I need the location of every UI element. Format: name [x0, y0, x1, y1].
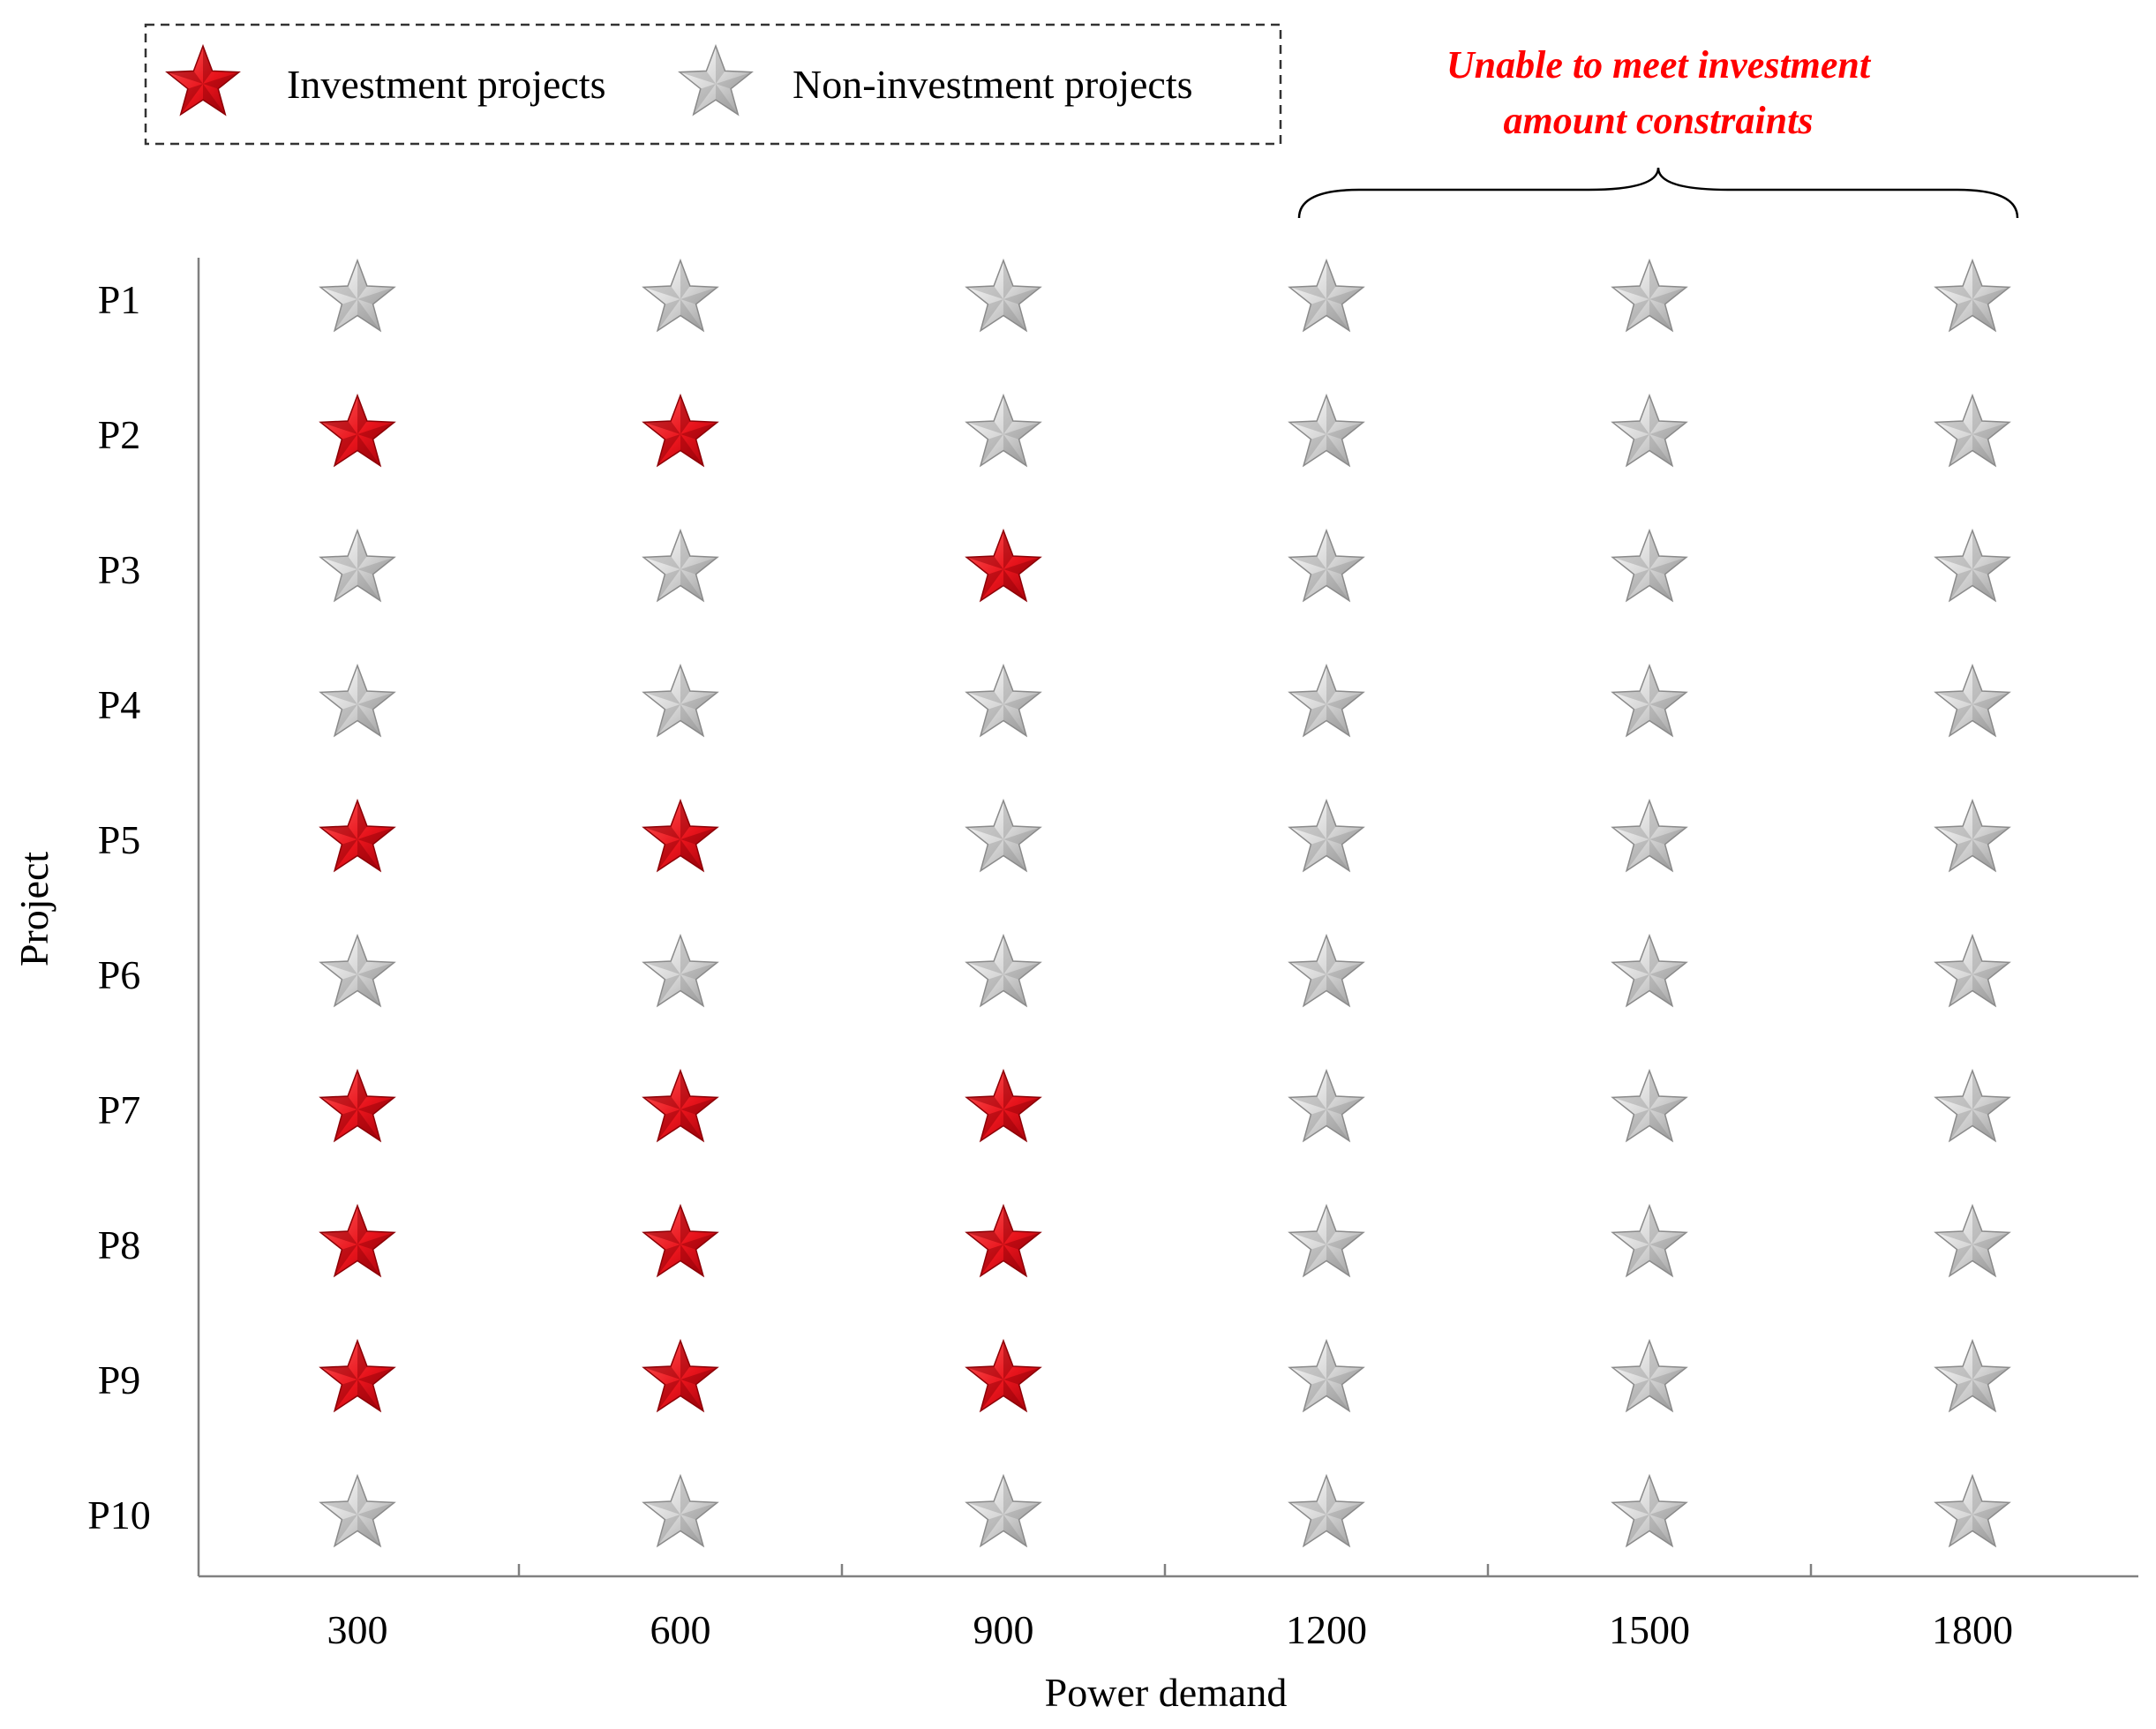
- non-investment-star-p1-1200: [1288, 258, 1365, 333]
- non-investment-star-p6-1500: [1611, 933, 1688, 1008]
- x-tick-label-600: 600: [650, 1607, 711, 1652]
- y-axis-tick-labels: P1 P2 P3 P4 P5 P6 P7 P8 P9 P10: [87, 277, 151, 1537]
- x-axis-ticks: [517, 1564, 1813, 1576]
- non-investment-star-p1-1500: [1611, 258, 1688, 333]
- non-investment-star-p9-1800: [1934, 1338, 2011, 1413]
- non-investment-star-p5-1500: [1611, 798, 1688, 873]
- non-investment-star-p8-1500: [1611, 1203, 1688, 1278]
- non-investment-star-p1-600: [642, 258, 719, 333]
- y-tick-label-p6: P6: [98, 952, 141, 997]
- non-investment-star-p10-900: [965, 1473, 1042, 1548]
- legend-border: [144, 23, 1282, 146]
- x-tick-label-300: 300: [327, 1607, 388, 1652]
- non-investment-star-p3-300: [319, 528, 396, 603]
- non-investment-star-p9-1200: [1288, 1338, 1365, 1413]
- non-investment-star-p5-1200: [1288, 798, 1365, 873]
- non-investment-star-p9-1500: [1611, 1338, 1688, 1413]
- investment-star-p5-300: [319, 798, 396, 873]
- investment-star-p7-600: [642, 1068, 719, 1143]
- legend: Investment projects Non-investment proje…: [144, 23, 1282, 146]
- x-tick-label-900: 900: [973, 1607, 1034, 1652]
- investment-star-p8-600: [642, 1203, 719, 1278]
- investment-star-p7-900: [965, 1068, 1042, 1143]
- non-investment-star-p10-1200: [1288, 1473, 1365, 1548]
- non-investment-star-p3-1200: [1288, 528, 1365, 603]
- investment-star-p3-900: [965, 528, 1042, 603]
- annotation-line-2: amount constraints: [1504, 99, 1814, 142]
- star-markers: [319, 258, 2011, 1548]
- y-tick-label-p2: P2: [98, 412, 141, 457]
- non-investment-star-p2-1200: [1288, 393, 1365, 468]
- non-investment-star-p4-1500: [1611, 663, 1688, 738]
- non-investment-star-p7-1800: [1934, 1068, 2011, 1143]
- y-tick-label-p1: P1: [98, 277, 141, 322]
- non-investment-star-p2-900: [965, 393, 1042, 468]
- non-investment-star-p10-1800: [1934, 1473, 2011, 1548]
- investment-star-p7-300: [319, 1068, 396, 1143]
- legend-non-investment-star: [678, 43, 754, 117]
- non-investment-star-p4-1200: [1288, 663, 1365, 738]
- investment-star-p9-900: [965, 1338, 1042, 1413]
- legend-investment-star: [165, 43, 241, 117]
- non-investment-star-p10-600: [642, 1473, 719, 1548]
- axes: 300 600 900 1200 1500 1800 P1 P2 P3 P4 P5 P6 P7 P8 P9…: [11, 258, 2138, 1715]
- non-investment-star-p2-1800: [1934, 393, 2011, 468]
- x-tick-label-1500: 1500: [1609, 1607, 1690, 1652]
- y-tick-label-p5: P5: [98, 817, 141, 862]
- non-investment-star-p2-1500: [1611, 393, 1688, 468]
- annotation-line-1: Unable to meet investment: [1446, 43, 1872, 86]
- legend-investment-star-icon: [165, 43, 241, 117]
- y-tick-label-p10: P10: [87, 1492, 151, 1537]
- non-investment-star-p8-1200: [1288, 1203, 1365, 1278]
- legend-non-investment-label: Non-investment projects: [793, 62, 1193, 107]
- non-investment-star-p1-300: [319, 258, 396, 333]
- x-axis-tick-labels: 300 600 900 1200 1500 1800: [327, 1607, 2014, 1652]
- non-investment-star-p3-600: [642, 528, 719, 603]
- non-investment-star-p4-1800: [1934, 663, 2011, 738]
- annotation: Unable to meet investment amount constra…: [1297, 43, 2019, 219]
- investment-star-p9-300: [319, 1338, 396, 1413]
- y-tick-label-p8: P8: [98, 1222, 141, 1267]
- non-investment-star-p6-1200: [1288, 933, 1365, 1008]
- non-investment-star-p6-300: [319, 933, 396, 1008]
- annotation-brace: [1297, 167, 2019, 219]
- y-tick-label-p7: P7: [98, 1087, 141, 1132]
- non-investment-star-p3-1800: [1934, 528, 2011, 603]
- non-investment-star-p6-900: [965, 933, 1042, 1008]
- investment-star-p8-900: [965, 1203, 1042, 1278]
- x-tick-label-1800: 1800: [1932, 1607, 2013, 1652]
- investment-star-p9-600: [642, 1338, 719, 1413]
- non-investment-star-p6-600: [642, 933, 719, 1008]
- non-investment-star-p4-900: [965, 663, 1042, 738]
- non-investment-star-p7-1500: [1611, 1068, 1688, 1143]
- x-axis-label: Power demand: [1045, 1670, 1288, 1715]
- y-tick-label-p3: P3: [98, 547, 141, 592]
- y-tick-label-p9: P9: [98, 1357, 141, 1402]
- non-investment-star-p3-1500: [1611, 528, 1688, 603]
- legend-non-investment-star-icon: [678, 43, 754, 117]
- non-investment-star-p1-1800: [1934, 258, 2011, 333]
- non-investment-star-p6-1800: [1934, 933, 2011, 1008]
- non-investment-star-p5-1800: [1934, 798, 2011, 873]
- non-investment-star-p4-600: [642, 663, 719, 738]
- x-tick-label-1200: 1200: [1286, 1607, 1367, 1652]
- non-investment-star-p7-1200: [1288, 1068, 1365, 1143]
- investment-star-p5-600: [642, 798, 719, 873]
- non-investment-star-p1-900: [965, 258, 1042, 333]
- legend-investment-label: Investment projects: [287, 62, 606, 107]
- non-investment-star-p5-900: [965, 798, 1042, 873]
- y-axis-label: Project: [11, 852, 56, 967]
- investment-star-p2-600: [642, 393, 719, 468]
- investment-star-p8-300: [319, 1203, 396, 1278]
- investment-star-p2-300: [319, 393, 396, 468]
- non-investment-star-p10-300: [319, 1473, 396, 1548]
- non-investment-star-p10-1500: [1611, 1473, 1688, 1548]
- non-investment-star-p8-1800: [1934, 1203, 2011, 1278]
- non-investment-star-p4-300: [319, 663, 396, 738]
- y-tick-label-p4: P4: [98, 682, 141, 727]
